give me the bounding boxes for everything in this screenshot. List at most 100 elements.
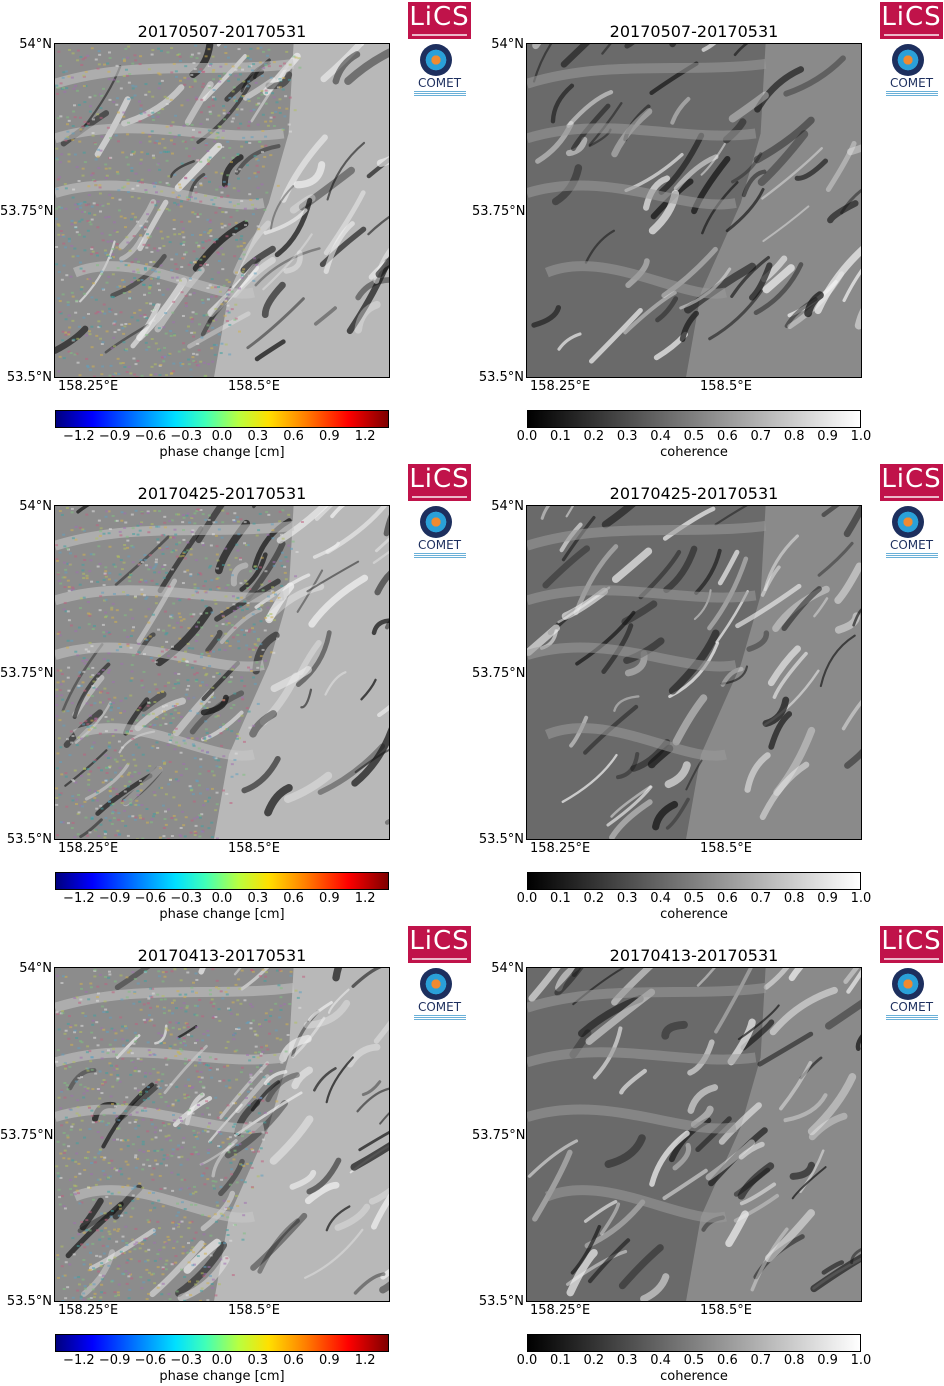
- colorbar-tick-label: 0.1: [550, 891, 571, 906]
- lat-tick-label: 54°N: [491, 37, 524, 52]
- colorbar-tick-label: 0.7: [750, 891, 772, 906]
- colorbar-tick-label: −0.9: [98, 1353, 131, 1368]
- lics-logo-text: LiCS: [409, 2, 470, 32]
- colorbar-tick-label: −1.2: [63, 1353, 95, 1368]
- colorbar: [55, 872, 389, 890]
- lon-tick-label: 158.5°E: [228, 379, 280, 394]
- colorbar-tick-label: 0.6: [717, 429, 738, 444]
- coherence-image: [527, 506, 861, 839]
- panel-title: 20170507-20170531: [137, 22, 307, 41]
- lat-tick-label: 54°N: [19, 37, 52, 52]
- comet-logo-text: COMET: [889, 1000, 934, 1014]
- colorbar-tick-label: 0.6: [283, 429, 304, 444]
- colorbar-tick-label: 0.9: [817, 891, 838, 906]
- interferogram-map: [54, 43, 390, 378]
- lics-logo-text: LiCS: [409, 464, 470, 494]
- comet-logo-icon: [892, 506, 924, 538]
- lon-tick-label: 158.5°E: [700, 841, 752, 856]
- comet-logo-text: COMET: [417, 76, 462, 90]
- lics-logo: LiCS: [408, 2, 471, 39]
- lon-tick-label: 158.5°E: [228, 841, 280, 856]
- colorbar-tick-label: 0.6: [717, 891, 738, 906]
- lon-tick-label: 158.25°E: [58, 1303, 119, 1318]
- colorbar-tick-label: 0.5: [683, 429, 705, 444]
- coherence-panel-1: 20170507-20170531 54°N 53.75°N 53.5°N 158.25…: [472, 0, 944, 462]
- colorbar-tick-label: 0.9: [319, 891, 340, 906]
- coherence-image: [527, 968, 861, 1301]
- colorbar: [527, 410, 861, 428]
- coherence-panel-3: 20170413-20170531 54°N 53.75°N 53.5°N 158.25…: [472, 924, 944, 1386]
- comet-logo-icon: [420, 44, 452, 76]
- lics-logo: LiCS: [880, 2, 943, 39]
- colorbar-label: coherence: [660, 1369, 728, 1384]
- colorbar-tick-label: 0.1: [550, 1353, 571, 1368]
- lics-logo: LiCS: [408, 464, 471, 501]
- colorbar-tick-label: 0.6: [717, 1353, 738, 1368]
- phase-panel-1: 20170507-20170531 54°N 53.75°N 53.5°N 158.25…: [0, 0, 472, 462]
- coherence-panel-2: 20170425-20170531 54°N 53.75°N 53.5°N 158.25…: [472, 462, 944, 924]
- lat-tick-label: 53.5°N: [6, 370, 52, 385]
- colorbar-label: coherence: [660, 445, 728, 460]
- colorbar-label: phase change [cm]: [159, 1369, 285, 1384]
- lics-logo-tagline: [412, 34, 467, 36]
- colorbar-tick-label: 0.2: [583, 429, 605, 444]
- lat-tick-label: 53.75°N: [472, 204, 526, 219]
- lics-logo-tagline: [884, 496, 939, 498]
- colorbar-tick-label: 0.2: [583, 1353, 605, 1368]
- coherence-map: [526, 967, 862, 1302]
- colorbar-tick-label: 0.4: [650, 429, 671, 444]
- colorbar-tick-label: 0.3: [616, 891, 638, 906]
- comet-logo-text: COMET: [417, 1000, 462, 1014]
- comet-logo-text: COMET: [417, 538, 462, 552]
- lics-logo-text: LiCS: [881, 926, 942, 956]
- colorbar-tick-label: 0.9: [817, 429, 838, 444]
- colorbar-label: coherence: [660, 907, 728, 922]
- lon-tick-label: 158.25°E: [58, 379, 119, 394]
- phase-panel-3: 20170413-20170531 54°N 53.75°N 53.5°N 158.25…: [0, 924, 472, 1386]
- colorbar-tick-label: 0.6: [283, 891, 304, 906]
- colorbar-tick-label: 1.2: [354, 891, 376, 906]
- colorbar-tick-label: −1.2: [63, 891, 95, 906]
- panel-title: 20170413-20170531: [609, 946, 779, 965]
- lon-tick-label: 158.25°E: [58, 841, 119, 856]
- colorbar-tick-label: −0.3: [170, 429, 202, 444]
- colorbar: [55, 1334, 389, 1352]
- colorbar-tick-label: 0.8: [783, 1353, 805, 1368]
- lon-tick-label: 158.5°E: [228, 1303, 280, 1318]
- colorbar-tick-label: 0.3: [247, 1353, 269, 1368]
- comet-logo-icon: [420, 506, 452, 538]
- colorbar-tick-label: 0.7: [750, 429, 772, 444]
- colorbar-tick-label: 1.0: [850, 891, 872, 906]
- colorbar-tick-label: 0.0: [211, 429, 233, 444]
- colorbar-label: phase change [cm]: [159, 445, 285, 460]
- comet-logo-icon: [892, 44, 924, 76]
- colorbar-tick-label: 0.2: [583, 891, 605, 906]
- colorbar-tick-label: 0.0: [211, 1353, 233, 1368]
- colorbar-tick-label: 1.2: [354, 429, 376, 444]
- colorbar-tick-label: −0.6: [134, 429, 167, 444]
- colorbar-tick-label: −1.2: [63, 429, 95, 444]
- colorbar-tick-label: 1.0: [850, 1353, 872, 1368]
- lat-tick-label: 53.5°N: [478, 370, 524, 385]
- colorbar-tick-label: 0.4: [650, 891, 671, 906]
- lics-logo-text: LiCS: [881, 464, 942, 494]
- lics-logo-text: LiCS: [409, 926, 470, 956]
- colorbar-tick-label: 0.3: [616, 429, 638, 444]
- lat-tick-label: 53.5°N: [6, 832, 52, 847]
- lon-tick-label: 158.5°E: [700, 379, 752, 394]
- comet-logo-tagline: [414, 1015, 466, 1020]
- colorbar-tick-label: 0.6: [283, 1353, 304, 1368]
- colorbar-tick-label: 1.2: [354, 1353, 376, 1368]
- colorbar-label: phase change [cm]: [159, 907, 285, 922]
- lics-logo-tagline: [884, 958, 939, 960]
- colorbar-tick-label: −0.3: [170, 891, 202, 906]
- lat-tick-label: 53.75°N: [472, 1128, 526, 1143]
- colorbar-tick-label: −0.6: [134, 891, 167, 906]
- colorbar-tick-label: 0.5: [683, 891, 705, 906]
- colorbar-tick-label: 0.0: [516, 891, 538, 906]
- lics-logo-tagline: [412, 496, 467, 498]
- colorbar-tick-label: 0.0: [516, 1353, 538, 1368]
- lics-logo: LiCS: [408, 926, 471, 963]
- colorbar-tick-label: 0.9: [319, 429, 340, 444]
- lon-tick-label: 158.25°E: [530, 841, 591, 856]
